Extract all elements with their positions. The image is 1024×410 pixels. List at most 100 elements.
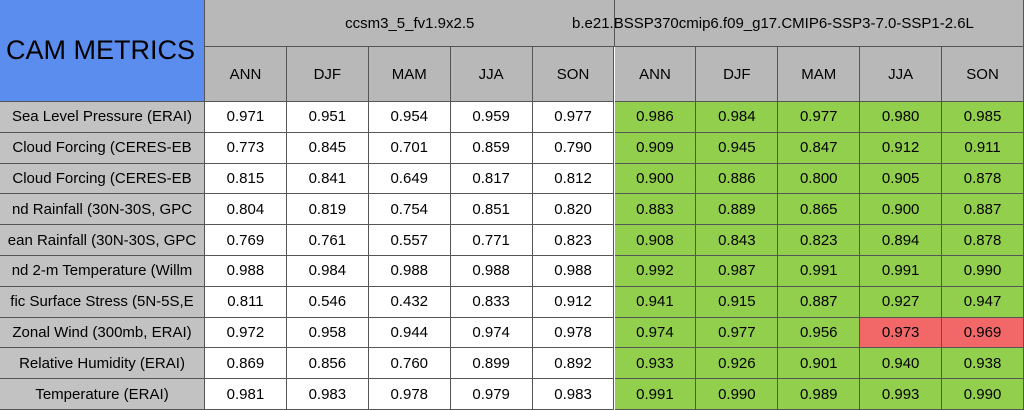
metric-value: 0.988: [205, 256, 287, 287]
metric-value: 0.804: [205, 194, 287, 226]
metric-value: 0.878: [942, 163, 1024, 195]
row-label: Temperature (ERAI): [0, 379, 205, 410]
season-header: JJA: [860, 47, 943, 102]
metric-value: 0.991: [778, 256, 861, 287]
metric-value: 0.760: [368, 348, 451, 380]
metric-value: 0.912: [532, 286, 615, 318]
metric-value: 0.773: [205, 132, 287, 164]
metric-value: 0.977: [696, 317, 779, 349]
metric-value: 0.800: [778, 163, 861, 195]
metric-value: 0.761: [286, 225, 369, 256]
season-header: ANN: [614, 47, 697, 102]
season-header: MAM: [368, 47, 451, 102]
metric-value: 0.905: [860, 163, 943, 195]
metric-value: 0.990: [942, 256, 1024, 287]
metric-value: 0.841: [286, 163, 369, 195]
metric-value: 0.990: [696, 379, 779, 410]
metric-value: 0.546: [286, 286, 369, 318]
metric-value: 0.892: [532, 348, 615, 380]
metric-value: 0.909: [614, 132, 697, 164]
metric-value: 0.988: [450, 256, 533, 287]
metric-value: 0.887: [778, 286, 861, 318]
metric-value: 0.951: [286, 102, 369, 133]
metric-value: 0.977: [532, 102, 615, 133]
metric-value: 0.823: [532, 225, 615, 256]
metric-value: 0.958: [286, 317, 369, 349]
metric-value: 0.811: [205, 286, 287, 318]
metric-value: 0.979: [450, 379, 533, 410]
metric-value: 0.933: [614, 348, 697, 380]
row-label: Relative Humidity (ERAI): [0, 348, 205, 380]
metric-value: 0.812: [532, 163, 615, 195]
metric-value: 0.974: [614, 317, 697, 349]
metric-value: 0.988: [532, 256, 615, 287]
season-header: SON: [942, 47, 1024, 102]
metric-value: 0.985: [942, 102, 1024, 133]
row-label: nd Rainfall (30N-30S, GPC: [0, 194, 205, 226]
metric-value: 0.987: [696, 256, 779, 287]
metric-value: 0.944: [368, 317, 451, 349]
metric-value: 0.900: [614, 163, 697, 195]
metric-value: 0.889: [696, 194, 779, 226]
metric-value: 0.988: [368, 256, 451, 287]
metric-value: 0.990: [942, 379, 1024, 410]
metric-value: 0.845: [286, 132, 369, 164]
metric-value: 0.991: [614, 379, 697, 410]
row-label: fic Surface Stress (5N-5S,E: [0, 286, 205, 318]
metric-value: 0.899: [450, 348, 533, 380]
metric-value: 0.938: [942, 348, 1024, 380]
metric-value: 0.887: [942, 194, 1024, 226]
metric-value: 0.984: [696, 102, 779, 133]
metric-value: 0.941: [614, 286, 697, 318]
metric-value: 0.859: [450, 132, 533, 164]
metric-value: 0.856: [286, 348, 369, 380]
metric-value: 0.701: [368, 132, 451, 164]
metric-value: 0.927: [860, 286, 943, 318]
model-name: ccsm3_5_fv1.9x2.5: [345, 15, 475, 32]
metric-value: 0.847: [778, 132, 861, 164]
metric-value: 0.981: [205, 379, 287, 410]
row-label: Cloud Forcing (CERES-EB: [0, 132, 205, 164]
season-header: JJA: [450, 47, 533, 102]
metric-value: 0.883: [614, 194, 697, 226]
metric-value: 0.851: [450, 194, 533, 226]
metric-value: 0.432: [368, 286, 451, 318]
metric-value: 0.754: [368, 194, 451, 226]
metric-value: 0.940: [860, 348, 943, 380]
metric-value: 0.815: [205, 163, 287, 195]
row-label: ean Rainfall (30N-30S, GPC: [0, 225, 205, 256]
metric-value: 0.817: [450, 163, 533, 195]
metric-value: 0.971: [205, 102, 287, 133]
metric-value: 0.886: [696, 163, 779, 195]
season-header: MAM: [778, 47, 861, 102]
metric-value: 0.991: [860, 256, 943, 287]
model-header-bg: [614, 0, 1024, 47]
metric-value: 0.911: [942, 132, 1024, 164]
metric-value: 0.969: [942, 317, 1024, 349]
metric-value: 0.992: [614, 256, 697, 287]
metric-value: 0.823: [778, 225, 861, 256]
row-label: Sea Level Pressure (ERAI): [0, 102, 205, 133]
table-title: CAM METRICS: [0, 0, 205, 102]
metric-value: 0.915: [696, 286, 779, 318]
metric-value: 0.771: [450, 225, 533, 256]
metric-value: 0.978: [532, 317, 615, 349]
metric-value: 0.649: [368, 163, 451, 195]
metric-value: 0.973: [860, 317, 943, 349]
metric-value: 0.908: [614, 225, 697, 256]
metric-value: 0.972: [205, 317, 287, 349]
metric-value: 0.986: [614, 102, 697, 133]
season-header: SON: [532, 47, 615, 102]
season-header: DJF: [696, 47, 779, 102]
metric-value: 0.557: [368, 225, 451, 256]
row-label: nd 2-m Temperature (Willm: [0, 256, 205, 287]
metric-value: 0.945: [696, 132, 779, 164]
metric-value: 0.769: [205, 225, 287, 256]
metric-value: 0.984: [286, 256, 369, 287]
metric-value: 0.993: [860, 379, 943, 410]
metric-value: 0.843: [696, 225, 779, 256]
metric-value: 0.833: [450, 286, 533, 318]
metric-value: 0.894: [860, 225, 943, 256]
season-header: DJF: [286, 47, 369, 102]
